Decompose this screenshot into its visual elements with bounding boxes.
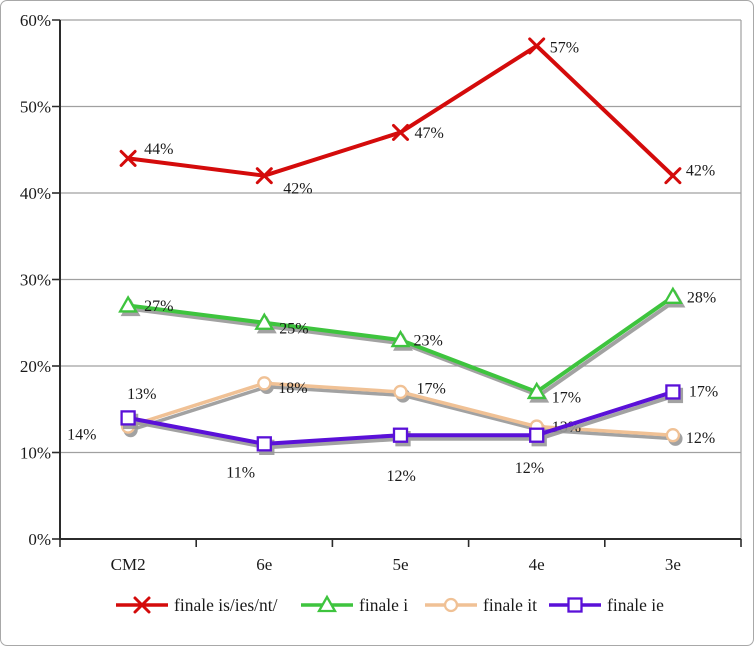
data-label: 12% [686, 430, 715, 447]
marker-x-star [133, 596, 151, 614]
data-label: 25% [279, 320, 308, 337]
data-label: 42% [283, 180, 312, 197]
data-label: 17% [552, 390, 581, 407]
series-finale-i-labels: 27% 25% 23% 17% 28% [144, 289, 716, 406]
marker-x-star [392, 123, 409, 141]
legend-label: finale i [359, 595, 408, 615]
category-label: 4e [529, 555, 545, 574]
marker-triangle [254, 312, 275, 330]
data-label: 23% [414, 333, 443, 350]
marker-x-star [528, 37, 546, 55]
data-label: 47% [415, 125, 444, 142]
marker-circle [393, 384, 408, 400]
data-label: 17% [417, 381, 446, 398]
marker-circle [665, 428, 681, 443]
x-stroke [664, 167, 682, 185]
y-tick-label: 50% [20, 97, 51, 116]
marker-square [392, 427, 409, 443]
gridlines: 0% 10% 20% 30% 40% 50% 60% [20, 11, 742, 549]
legend-label: finale ie [607, 595, 664, 615]
legend-item: finale it [425, 595, 537, 615]
data-label: 44% [144, 141, 173, 158]
data-label: 14% [67, 427, 96, 444]
data-label: 12% [387, 468, 416, 485]
marker-x-star [255, 167, 273, 185]
legend-item: finale i [301, 594, 408, 615]
marker-x-star [119, 149, 137, 167]
data-label: 42% [686, 162, 715, 179]
data-label: 18% [278, 380, 307, 397]
data-label: 57% [550, 40, 579, 57]
data-label: 27% [144, 298, 173, 315]
x-stroke [133, 596, 151, 614]
y-tick-label: 60% [20, 11, 51, 30]
series-finale-ie [120, 384, 684, 456]
series-finale-is-ies-nt-labels: 44% 42% 47% 57% 42% [144, 40, 715, 198]
x-stroke [528, 37, 546, 55]
series-finale-is-ies-nt [119, 37, 682, 185]
data-label: 12% [515, 460, 544, 477]
y-tick-label: 0% [28, 530, 51, 549]
legend-label: finale is/ies/nt/ [174, 595, 278, 615]
marker-triangle [662, 286, 683, 304]
series-finale-it [120, 376, 683, 446]
data-label: 13% [127, 386, 156, 403]
marker-square [256, 436, 272, 452]
marker-square [567, 597, 583, 613]
y-tick-label: 40% [20, 184, 51, 203]
x-stroke [392, 123, 409, 141]
marker-triangle [317, 594, 337, 613]
marker-triangle [118, 295, 139, 313]
data-label: 11% [226, 464, 255, 481]
legend-item: finale ie [549, 595, 664, 615]
series-finale-ie-labels: 14% 11% 12% 12% 17% [67, 384, 718, 485]
marker-square [529, 427, 545, 443]
category-label: 5e [392, 555, 408, 574]
marker-square [665, 384, 681, 400]
y-tick-label: 20% [20, 357, 51, 376]
x-axis: CM2 6e 5e 4e 3e [59, 20, 742, 574]
marker-square [120, 410, 136, 426]
category-label: CM2 [111, 555, 146, 574]
marker-triangle [526, 381, 547, 400]
y-tick-label: 10% [20, 443, 51, 462]
legend-label: finale it [483, 595, 537, 615]
legend: finale is/ies/nt/finale i finale it finale… [116, 594, 664, 615]
marker-circle [443, 597, 459, 613]
x-stroke [255, 167, 273, 185]
category-label: 6e [256, 555, 272, 574]
marker-triangle [390, 329, 411, 348]
legend-item: finale is/ies/nt/ [116, 595, 278, 615]
series-finale-i [118, 286, 686, 403]
series-line [126, 43, 675, 178]
marker-circle [257, 376, 272, 391]
category-label: 3e [665, 555, 681, 574]
marker-x-star [664, 167, 682, 185]
data-label: 17% [689, 384, 718, 401]
data-label: 28% [687, 289, 716, 306]
x-stroke [119, 149, 137, 167]
y-tick-label: 30% [20, 270, 51, 289]
